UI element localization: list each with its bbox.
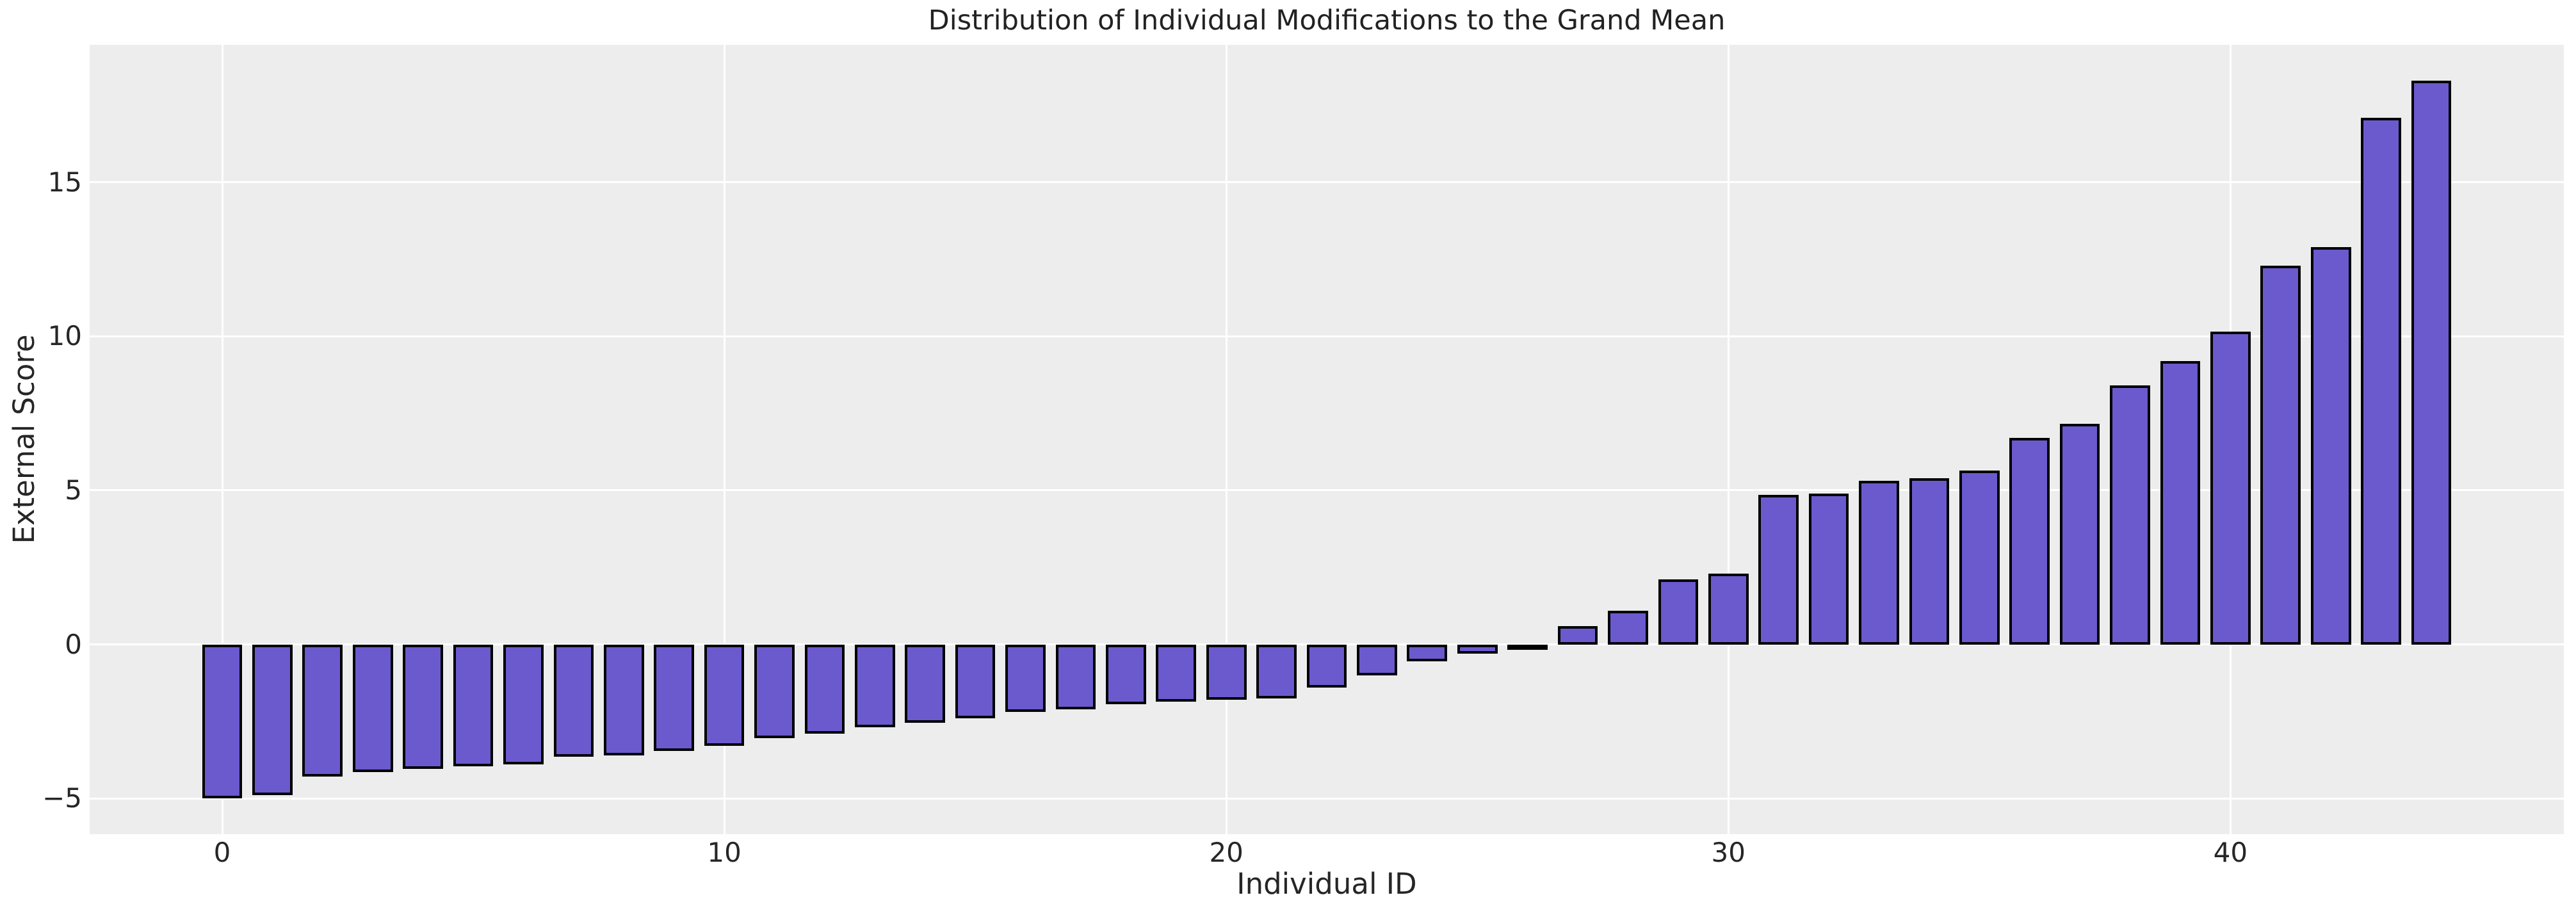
- h-gridline: [90, 489, 2564, 492]
- h-gridline: [90, 797, 2564, 800]
- bar-6: [503, 644, 544, 765]
- bar-31: [1758, 495, 1799, 645]
- x-tick-label: 30: [1711, 837, 1746, 868]
- bar-39: [2160, 360, 2201, 645]
- bar-40: [2210, 332, 2251, 645]
- bar-25: [1457, 644, 1498, 654]
- bar-2: [302, 644, 343, 777]
- x-tick-label: 0: [213, 837, 231, 868]
- h-gridline: [90, 335, 2564, 337]
- y-tick-label: 0: [65, 628, 82, 660]
- v-gridline: [1727, 45, 1729, 834]
- chart-title: Distribution of Individual Modifications…: [928, 4, 1726, 36]
- bar-34: [1909, 478, 1950, 645]
- bar-17: [1055, 644, 1096, 709]
- bar-16: [1005, 644, 1046, 713]
- bar-35: [1959, 470, 2000, 645]
- bar-43: [2361, 117, 2401, 645]
- x-axis-label: Individual ID: [1236, 867, 1417, 901]
- bar-18: [1106, 644, 1146, 705]
- bar-36: [2009, 438, 2050, 645]
- bar-42: [2310, 246, 2351, 645]
- bar-32: [1808, 493, 1849, 645]
- v-gridline: [1225, 45, 1227, 834]
- bar-1: [252, 644, 293, 796]
- bar-10: [704, 644, 745, 746]
- bar-0: [202, 644, 243, 799]
- plot-area: [90, 45, 2564, 834]
- bar-33: [1859, 481, 1899, 645]
- y-tick-label: 15: [47, 166, 82, 198]
- x-tick-label: 40: [2213, 837, 2248, 868]
- y-tick-label: 5: [65, 474, 82, 506]
- bar-15: [955, 644, 996, 719]
- bar-26: [1507, 644, 1548, 650]
- bar-22: [1306, 644, 1347, 688]
- x-tick-label: 20: [1209, 837, 1243, 868]
- bar-38: [2110, 385, 2150, 645]
- bar-28: [1608, 610, 1648, 645]
- bar-8: [603, 644, 644, 755]
- v-gridline: [723, 45, 725, 834]
- bar-11: [754, 644, 795, 739]
- y-axis-label: External Score: [7, 334, 41, 544]
- bar-7: [553, 644, 594, 757]
- bar-27: [1557, 625, 1598, 645]
- bar-44: [2411, 80, 2452, 645]
- bar-9: [654, 644, 695, 751]
- bar-4: [403, 644, 443, 770]
- bar-12: [804, 644, 845, 734]
- x-tick-label: 10: [707, 837, 741, 868]
- bar-19: [1156, 644, 1197, 702]
- bar-13: [854, 644, 895, 728]
- bar-24: [1407, 644, 1448, 661]
- v-gridline: [221, 45, 223, 834]
- bar-29: [1658, 579, 1699, 645]
- bar-21: [1256, 644, 1297, 698]
- bar-20: [1206, 644, 1247, 700]
- bar-41: [2260, 265, 2301, 645]
- bar-30: [1708, 573, 1749, 645]
- bar-5: [453, 644, 494, 766]
- y-tick-label: −5: [42, 782, 82, 814]
- bar-23: [1357, 644, 1397, 675]
- bar-3: [352, 644, 393, 773]
- y-tick-label: 10: [47, 320, 82, 352]
- h-gridline: [90, 181, 2564, 184]
- bar-14: [905, 644, 946, 723]
- bar-37: [2059, 424, 2100, 645]
